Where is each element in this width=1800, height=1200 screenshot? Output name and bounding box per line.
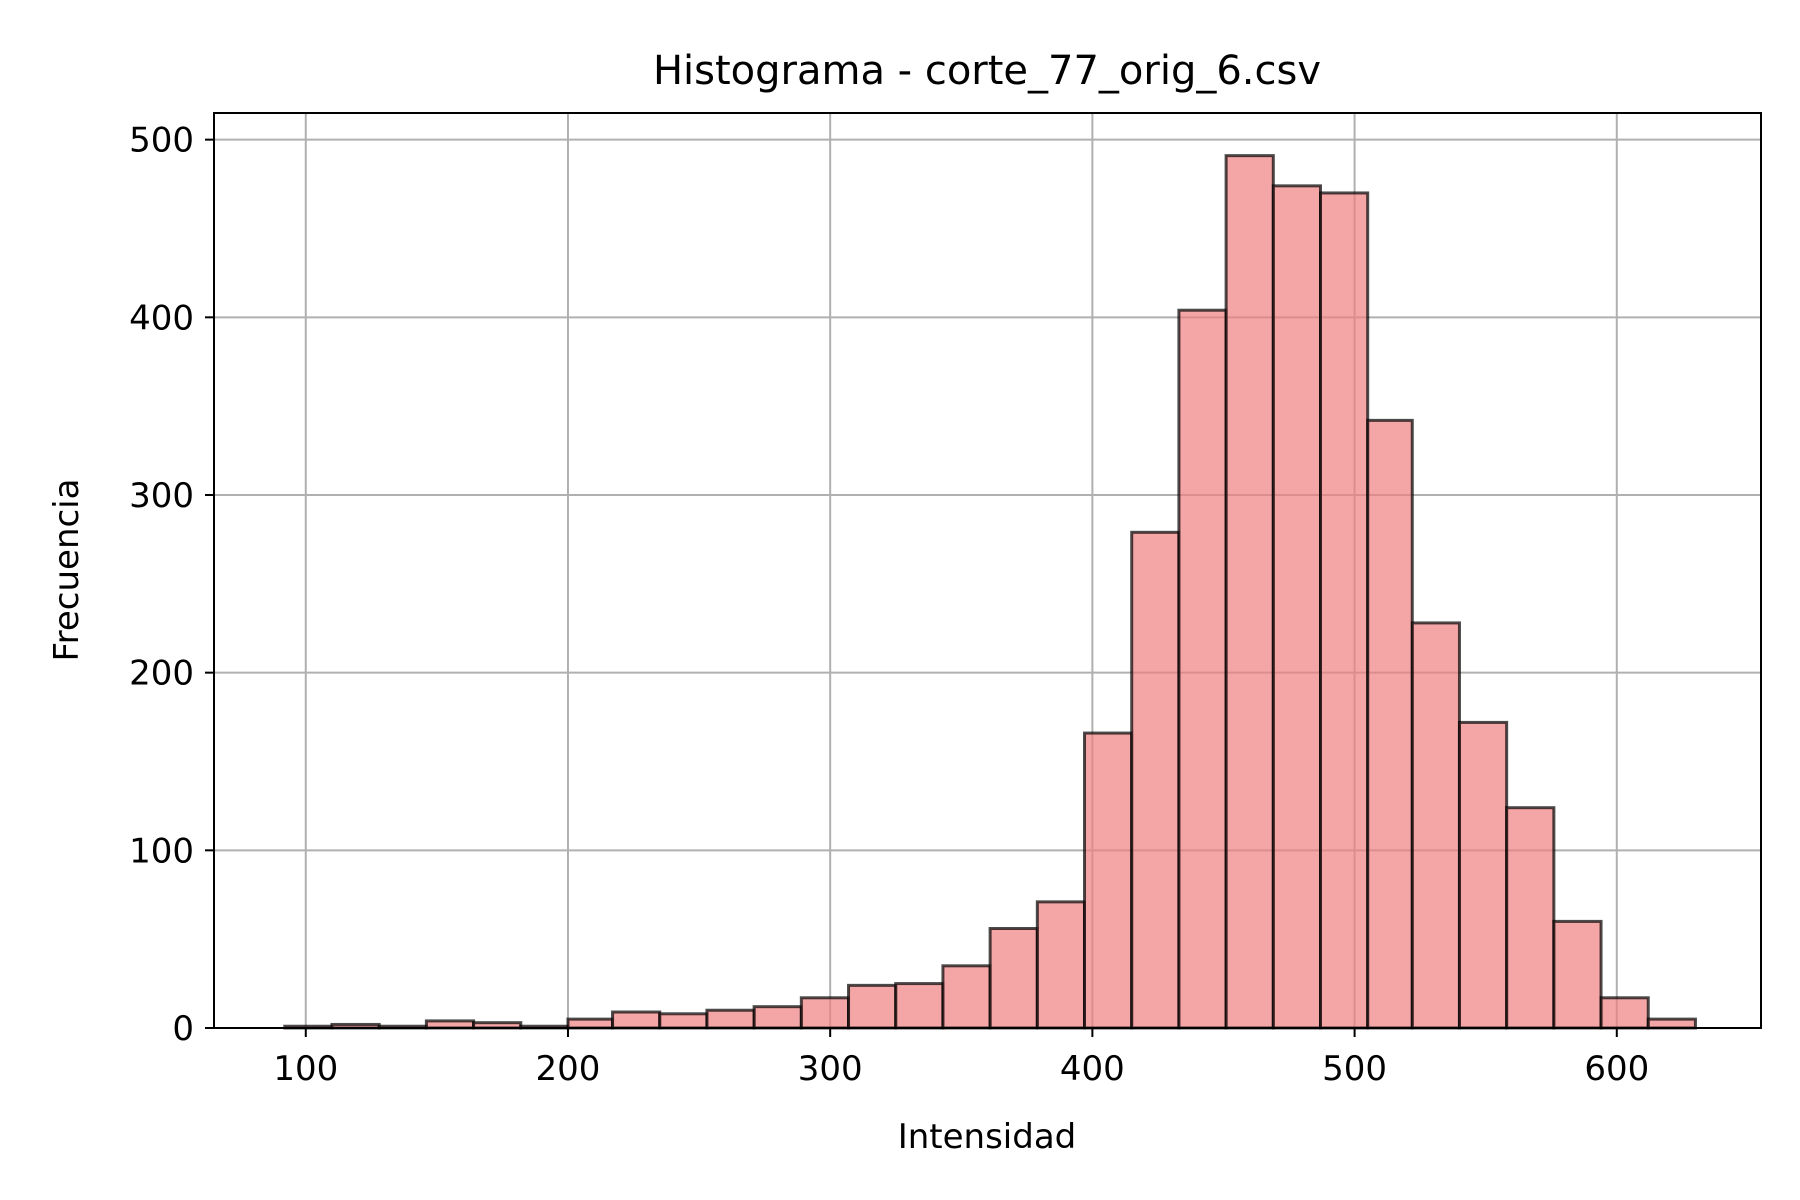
y-axis-label: Frecuencia bbox=[47, 479, 87, 662]
histogram-bar bbox=[1457, 720, 1509, 1030]
histogram-bar bbox=[1318, 191, 1370, 1030]
histogram-bar bbox=[988, 927, 1039, 1030]
histogram-bar bbox=[1083, 731, 1134, 1030]
histogram-bar bbox=[799, 996, 851, 1030]
y-tick-label: 400 bbox=[129, 298, 194, 338]
histogram-bar bbox=[1224, 154, 1275, 1030]
histogram-bar bbox=[1271, 184, 1322, 1030]
histogram-bar bbox=[847, 983, 898, 1030]
y-tick-label: 500 bbox=[129, 121, 194, 161]
y-ticks: 0 100 200 300 400 500 bbox=[129, 121, 214, 1049]
histogram-bar bbox=[566, 1017, 615, 1030]
x-ticks: 100 200 300 400 500 600 bbox=[273, 1028, 1649, 1089]
x-tick-label: 500 bbox=[1322, 1049, 1387, 1089]
histogram-bar bbox=[1177, 308, 1228, 1030]
histogram-bar bbox=[424, 1019, 476, 1030]
y-tick-label: 0 bbox=[172, 1009, 194, 1049]
histogram-bar bbox=[705, 1008, 756, 1030]
y-tick-label: 300 bbox=[129, 476, 194, 516]
histogram-bar bbox=[658, 1012, 709, 1030]
histogram-bar bbox=[941, 964, 992, 1030]
chart-title: Histograma - corte_77_orig_6.csv bbox=[653, 48, 1321, 94]
y-tick-label: 100 bbox=[129, 831, 194, 871]
histogram-bar bbox=[1599, 996, 1650, 1030]
histogram-bar bbox=[752, 1005, 803, 1030]
x-axis-label: Intensidad bbox=[898, 1117, 1077, 1157]
y-tick-label: 200 bbox=[129, 654, 194, 694]
x-tick-label: 200 bbox=[536, 1049, 601, 1089]
histogram-bar bbox=[1366, 418, 1414, 1030]
histogram-bar bbox=[1035, 900, 1087, 1030]
histogram-bar bbox=[1410, 621, 1461, 1030]
histogram-bar bbox=[894, 982, 945, 1030]
bars-group bbox=[283, 154, 1697, 1030]
histogram-bar bbox=[1552, 919, 1603, 1030]
histogram-bar bbox=[1130, 530, 1181, 1030]
x-tick-label: 100 bbox=[273, 1049, 338, 1089]
histogram-bar bbox=[1646, 1017, 1697, 1030]
x-tick-label: 600 bbox=[1584, 1049, 1649, 1089]
x-tick-label: 400 bbox=[1060, 1049, 1125, 1089]
histogram-bar bbox=[611, 1010, 662, 1030]
x-tick-label: 300 bbox=[798, 1049, 863, 1089]
histogram-bar bbox=[1505, 806, 1556, 1030]
plot-frame bbox=[213, 112, 1762, 1029]
